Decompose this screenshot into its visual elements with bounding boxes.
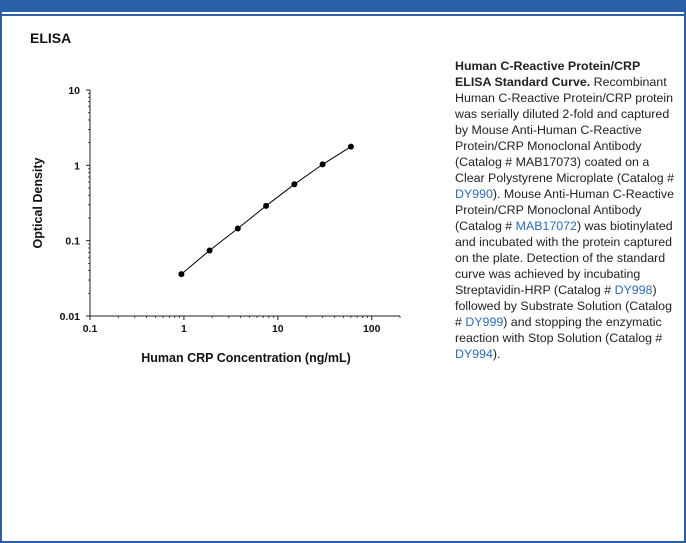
data-point [206, 247, 213, 254]
data-point [347, 143, 354, 150]
catalog-link-dy990[interactable]: DY990 [455, 187, 493, 201]
y-tick-label: 1 [74, 160, 80, 172]
y-tick-label: 10 [68, 85, 80, 97]
caption-text-segment: ) followed by Substrate Solution (Catalo… [455, 283, 672, 329]
caption-text-segment: ) was biotinylated and incubated with th… [455, 219, 673, 297]
y-tick-label: 0.01 [60, 311, 81, 323]
standard-curve-line [181, 146, 352, 275]
chart-axes [89, 90, 400, 317]
data-point [263, 202, 270, 209]
caption-title: Human C-Reactive Protein/CRP ELISA Stand… [455, 59, 640, 89]
x-tick-label: 1 [181, 323, 187, 335]
top-accent-line [0, 14, 686, 16]
data-point [291, 181, 298, 188]
caption-text-segment: ) and stopping the enzymatic reaction wi… [455, 315, 663, 345]
caption-text-segment: ). [492, 347, 501, 361]
figure-caption: Human C-Reactive Protein/CRP ELISA Stand… [455, 58, 677, 362]
section-title: ELISA [30, 30, 72, 46]
caption-text-segment: ). Mouse Anti-Human C-Reactive Protein/C… [455, 187, 674, 233]
y-tick-label: 0.1 [65, 236, 80, 248]
catalog-link-dy994[interactable]: DY994 [455, 347, 493, 361]
x-tick-label: 100 [363, 323, 381, 335]
top-accent-bar [0, 0, 686, 12]
x-tick-label: 10 [272, 323, 284, 335]
x-axis-label: Human CRP Concentration (ng/mL) [141, 351, 351, 365]
data-point [319, 161, 326, 168]
x-tick-label: 0.1 [83, 323, 98, 335]
y-axis-label: Optical Density [31, 157, 45, 248]
chart-series [178, 143, 354, 278]
data-point [234, 225, 241, 232]
caption-text-segment: Recombinant Human C-Reactive Protein/CRP… [455, 75, 674, 185]
catalog-link-dy999[interactable]: DY999 [465, 315, 504, 329]
catalog-link-dy998[interactable]: DY998 [614, 283, 653, 297]
caption-body: Recombinant Human C-Reactive Protein/CRP… [455, 75, 674, 361]
data-point [178, 271, 185, 278]
catalog-link-mab17072[interactable]: MAB17072 [515, 219, 577, 233]
